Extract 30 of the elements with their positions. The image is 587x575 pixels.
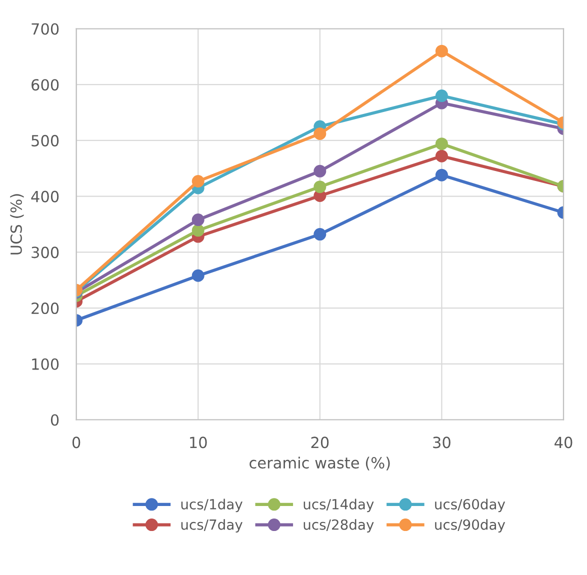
point — [435, 44, 448, 58]
y-axis-title: UCS (%) — [10, 194, 24, 254]
x-tick-label: 0 — [72, 436, 80, 448]
legend-label: ucs/90day — [435, 519, 506, 533]
legend-label: ucs/1day — [181, 498, 242, 512]
x-tick-label: 30 — [433, 436, 450, 448]
y-tick-label: 600 — [32, 79, 59, 91]
legend-label: ucs/28day — [304, 519, 374, 533]
point — [435, 138, 448, 150]
point — [435, 90, 448, 102]
y-tick-label: 700 — [32, 23, 59, 35]
point — [314, 228, 326, 241]
legend-label: ucs/7day — [181, 519, 242, 533]
x-tick-label: 40 — [554, 436, 572, 448]
point — [314, 128, 326, 140]
x-tick-label: 10 — [190, 436, 207, 448]
y-tick-label: 300 — [32, 246, 59, 258]
y-tick-label: 100 — [32, 358, 59, 370]
point — [314, 164, 326, 178]
point — [314, 180, 326, 194]
y-tick-label: 200 — [32, 302, 59, 314]
x-axis-title: ceramic waste (%) — [250, 456, 390, 470]
point — [435, 168, 448, 182]
legend-label: ucs/60day — [435, 498, 506, 512]
y-tick-label: 400 — [31, 190, 59, 202]
point — [435, 150, 448, 162]
y-tick-label: 500 — [32, 134, 59, 146]
legend-label: ucs/14day — [304, 498, 374, 512]
y-tick-label: 0 — [50, 414, 59, 426]
x-tick-label: 20 — [311, 436, 329, 448]
